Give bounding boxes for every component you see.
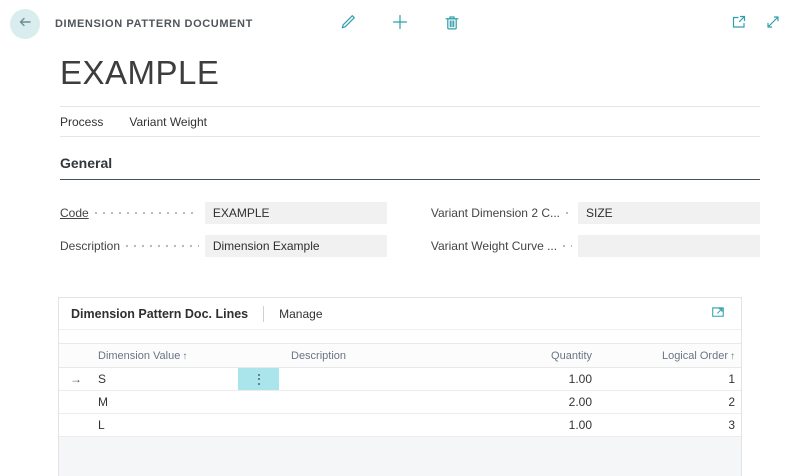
cell-context-menu-button[interactable] [238,368,279,390]
description-label: Description [60,239,120,253]
column-header-dimension-value[interactable]: Dimension Value↑ [93,350,238,362]
plus-icon [392,14,408,35]
back-arrow-icon [17,14,33,35]
menu-item-process[interactable]: Process [60,115,103,129]
pencil-icon [340,14,356,35]
focus-mode-button[interactable] [707,303,729,325]
empty-grid-area [59,437,741,476]
edit-button[interactable] [337,13,359,35]
lines-grid: Dimension Value↑ Description Quantity Lo… [59,343,741,476]
new-button[interactable] [389,13,411,35]
table-row[interactable]: M 2.00 2 [59,391,741,414]
cell-logical-order[interactable]: 3 [598,418,741,432]
cell-dimension-value[interactable]: L [93,418,238,432]
cell-logical-order[interactable]: 1 [598,372,741,386]
cell-menu-slot [238,368,279,390]
cell-menu-slot [238,414,279,436]
menu-item-variant-weight[interactable]: Variant Weight [129,115,207,129]
code-input[interactable]: EXAMPLE [205,202,387,224]
app-bar: DIMENSION PATTERN DOCUMENT [0,0,800,48]
table-row[interactable]: → S 1.00 1 [59,368,741,391]
code-label[interactable]: Code [60,206,89,220]
cell-dimension-value[interactable]: S [93,372,238,386]
leader-dots [126,245,199,247]
appbar-title: DIMENSION PATTERN DOCUMENT [55,18,253,30]
page-content: EXAMPLE Process Variant Weight General C… [0,54,800,476]
window-actions [728,13,784,35]
field-description: Description Dimension Example [60,235,387,257]
sort-asc-icon: ↑ [182,351,187,362]
variant-dimension-2-code-label: Variant Dimension 2 C... [431,206,560,220]
cell-menu-slot [238,391,279,413]
cell-menu-column-header [238,344,279,367]
lines-part-title[interactable]: Dimension Pattern Doc. Lines [71,307,248,321]
general-fields: Code EXAMPLE Variant Dimension 2 C... SI… [60,202,760,257]
variant-dimension-2-code-input[interactable]: SIZE [578,202,760,224]
general-section-heading[interactable]: General [60,155,760,180]
cell-logical-order[interactable]: 2 [598,395,741,409]
record-actions [337,13,463,35]
part-header-divider [263,306,264,322]
leader-dots [95,212,199,214]
open-in-new-window-button[interactable] [728,13,750,35]
variant-weight-curve-label: Variant Weight Curve ... [431,239,557,253]
field-code: Code EXAMPLE [60,202,387,224]
open-in-new-window-icon [731,14,747,35]
page-title: EXAMPLE [60,54,760,92]
focus-mode-icon [711,304,725,323]
field-variant-weight-curve: Variant Weight Curve ... [431,235,760,257]
cell-quantity[interactable]: 1.00 [478,418,598,432]
description-input[interactable]: Dimension Example [205,235,387,257]
leader-dots [563,245,572,247]
lines-part-header: Dimension Pattern Doc. Lines Manage [59,298,741,330]
grid-header-row: Dimension Value↑ Description Quantity Lo… [59,343,741,368]
cell-quantity[interactable]: 2.00 [478,395,598,409]
dimension-pattern-doc-lines-card: Dimension Pattern Doc. Lines Manage Dime… [58,297,742,476]
cell-quantity[interactable]: 1.00 [478,372,598,386]
column-header-description[interactable]: Description [279,350,478,362]
selected-row-indicator-icon: → [59,372,93,386]
delete-button[interactable] [441,13,463,35]
cell-dimension-value[interactable]: M [93,395,238,409]
column-header-logical-order[interactable]: Logical Order↑ [598,350,741,362]
sort-asc-icon: ↑ [730,351,735,362]
action-menu-bar: Process Variant Weight [60,106,760,137]
expand-icon [765,14,781,35]
field-variant-dimension-2-code: Variant Dimension 2 C... SIZE [431,202,760,224]
leader-dots [566,212,572,214]
column-header-quantity[interactable]: Quantity [478,350,598,362]
expand-button[interactable] [762,13,784,35]
manage-menu[interactable]: Manage [279,307,322,321]
trash-icon [444,14,460,35]
back-button[interactable] [10,9,40,39]
table-row[interactable]: L 1.00 3 [59,414,741,437]
variant-weight-curve-input[interactable] [578,235,760,257]
